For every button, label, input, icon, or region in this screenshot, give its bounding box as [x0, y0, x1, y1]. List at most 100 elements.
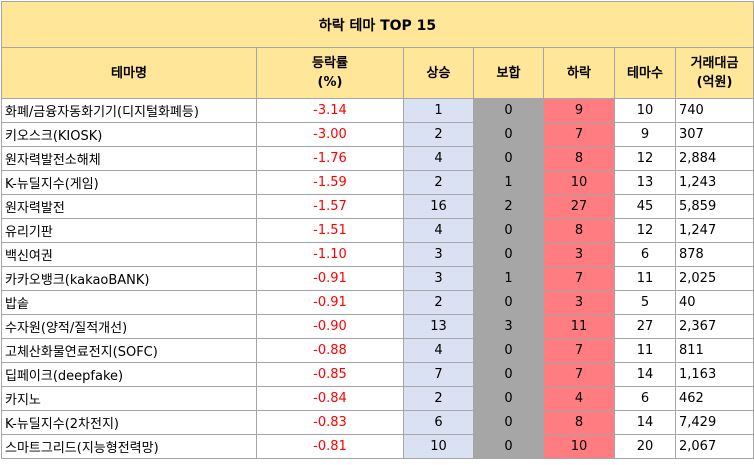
- down-count-cell: 27: [543, 194, 615, 219]
- volume-cell: 462: [675, 386, 754, 411]
- theme-count-cell: 9: [614, 122, 676, 147]
- theme-name-cell: 백신여권: [1, 242, 257, 267]
- volume-cell: 2,367: [675, 314, 754, 339]
- up-count-cell: 2: [403, 122, 474, 147]
- flat-count-cell: 0: [473, 386, 544, 411]
- theme-name-cell: K-뉴딜지수(2차전지): [1, 410, 257, 435]
- table-title: 하락 테마 TOP 15: [1, 1, 754, 48]
- rate-cell: -1.76: [256, 146, 404, 171]
- rate-cell: -0.91: [256, 290, 404, 315]
- flat-count-cell: 1: [473, 170, 544, 195]
- up-count-cell: 6: [403, 410, 474, 435]
- header-rate: 등락률 (%): [256, 47, 404, 99]
- rate-cell: -0.83: [256, 410, 404, 435]
- theme-count-cell: 14: [614, 410, 676, 435]
- table-row: 카카오뱅크(kakaoBANK) -0.91 3 1 7 11 2,025: [1, 266, 754, 291]
- table-row: K-뉴딜지수(2차전지) -0.83 6 0 8 14 7,429: [1, 410, 754, 435]
- table-row: 화폐/금융자동화기기(디지털화폐등) -3.14 1 0 9 10 740: [1, 98, 754, 123]
- header-volume-line2: (억원): [696, 75, 733, 90]
- header-flat: 보합: [473, 47, 544, 99]
- header-up: 상승: [403, 47, 474, 99]
- volume-cell: 1,163: [675, 362, 754, 387]
- table-row: 백신여권 -1.10 3 0 3 6 878: [1, 242, 754, 267]
- theme-name-cell: 고체산화물연료전지(SOFC): [1, 338, 257, 363]
- rate-cell: -1.51: [256, 218, 404, 243]
- flat-count-cell: 0: [473, 98, 544, 123]
- down-count-cell: 3: [543, 290, 615, 315]
- up-count-cell: 2: [403, 290, 474, 315]
- table-row: 수자원(양적/질적개선) -0.90 13 3 11 27 2,367: [1, 314, 754, 339]
- theme-count-cell: 6: [614, 242, 676, 267]
- theme-name-cell: K-뉴딜지수(게임): [1, 170, 257, 195]
- down-count-cell: 9: [543, 98, 615, 123]
- flat-count-cell: 0: [473, 122, 544, 147]
- theme-count-cell: 45: [614, 194, 676, 219]
- table-row: 원자력발전소해체 -1.76 4 0 8 12 2,884: [1, 146, 754, 171]
- theme-count-cell: 10: [614, 98, 676, 123]
- flat-count-cell: 0: [473, 218, 544, 243]
- theme-count-cell: 20: [614, 434, 676, 459]
- theme-name-cell: 밥솥: [1, 290, 257, 315]
- down-count-cell: 7: [543, 338, 615, 363]
- down-count-cell: 7: [543, 266, 615, 291]
- table-row: 원자력발전 -1.57 16 2 27 45 5,859: [1, 194, 754, 219]
- theme-count-cell: 12: [614, 146, 676, 171]
- up-count-cell: 2: [403, 386, 474, 411]
- theme-name-cell: 화폐/금융자동화기기(디지털화폐등): [1, 98, 257, 123]
- theme-name-cell: 원자력발전소해체: [1, 146, 257, 171]
- down-count-cell: 3: [543, 242, 615, 267]
- volume-cell: 1,243: [675, 170, 754, 195]
- header-volume: 거래대금 (억원): [675, 47, 754, 99]
- header-down: 하락: [543, 47, 615, 99]
- header-rate-line1: 등락률: [312, 56, 348, 71]
- volume-cell: 40: [675, 290, 754, 315]
- table-row: 고체산화물연료전지(SOFC) -0.88 4 0 7 11 811: [1, 338, 754, 363]
- rate-cell: -3.14: [256, 98, 404, 123]
- down-count-cell: 8: [543, 410, 615, 435]
- rate-cell: -0.91: [256, 266, 404, 291]
- up-count-cell: 3: [403, 242, 474, 267]
- rate-cell: -1.59: [256, 170, 404, 195]
- up-count-cell: 16: [403, 194, 474, 219]
- flat-count-cell: 0: [473, 434, 544, 459]
- up-count-cell: 13: [403, 314, 474, 339]
- theme-count-cell: 14: [614, 362, 676, 387]
- theme-count-cell: 11: [614, 338, 676, 363]
- up-count-cell: 7: [403, 362, 474, 387]
- rate-cell: -1.57: [256, 194, 404, 219]
- theme-name-cell: 딥페이크(deepfake): [1, 362, 257, 387]
- flat-count-cell: 0: [473, 290, 544, 315]
- down-count-cell: 10: [543, 170, 615, 195]
- up-count-cell: 10: [403, 434, 474, 459]
- up-count-cell: 4: [403, 338, 474, 363]
- volume-cell: 307: [675, 122, 754, 147]
- down-count-cell: 8: [543, 218, 615, 243]
- flat-count-cell: 0: [473, 338, 544, 363]
- header-row: 테마명 등락률 (%) 상승 보합 하락 테마수 거래대금 (억원): [1, 47, 754, 99]
- up-count-cell: 3: [403, 266, 474, 291]
- flat-count-cell: 1: [473, 266, 544, 291]
- table-row: 밥솥 -0.91 2 0 3 5 40: [1, 290, 754, 315]
- header-count: 테마수: [614, 47, 676, 99]
- volume-cell: 811: [675, 338, 754, 363]
- volume-cell: 878: [675, 242, 754, 267]
- down-count-cell: 8: [543, 146, 615, 171]
- theme-name-cell: 원자력발전: [1, 194, 257, 219]
- flat-count-cell: 0: [473, 362, 544, 387]
- flat-count-cell: 3: [473, 314, 544, 339]
- rate-cell: -0.88: [256, 338, 404, 363]
- table-row: 스마트그리드(지능형전력망) -0.81 10 0 10 20 2,067: [1, 434, 754, 459]
- rate-cell: -3.00: [256, 122, 404, 147]
- volume-cell: 2,067: [675, 434, 754, 459]
- table-title-row: 하락 테마 TOP 15: [1, 1, 754, 48]
- header-volume-line1: 거래대금: [690, 56, 739, 71]
- up-count-cell: 1: [403, 98, 474, 123]
- theme-name-cell: 수자원(양적/질적개선): [1, 314, 257, 339]
- theme-name-cell: 카카오뱅크(kakaoBANK): [1, 266, 257, 291]
- up-count-cell: 4: [403, 146, 474, 171]
- volume-cell: 2,025: [675, 266, 754, 291]
- header-rate-line2: (%): [317, 75, 343, 90]
- table-row: 유리기판 -1.51 4 0 8 12 1,247: [1, 218, 754, 243]
